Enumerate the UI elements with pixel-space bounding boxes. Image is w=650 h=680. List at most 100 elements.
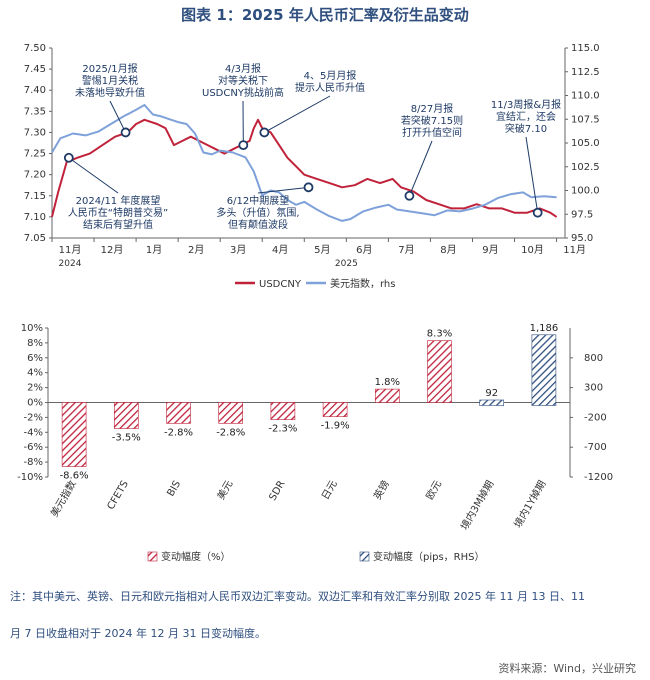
year-label: 2025	[335, 259, 358, 269]
category-label: 美元	[214, 478, 235, 502]
y-tick-label-left: 7.50	[24, 43, 46, 54]
annotation-text: 6/12中期展望	[227, 194, 289, 207]
annotation-leader	[109, 100, 127, 133]
x-tick-label: 2月	[188, 244, 204, 256]
annotation-text: 人民币在“特朗普交易”	[68, 206, 168, 219]
legend-pips-label: 变动幅度（pips，RHS）	[373, 550, 485, 563]
annotation-marker	[532, 207, 543, 218]
x-tick-label: 12月	[101, 244, 124, 256]
y-tick-label-right: 110.0	[571, 91, 600, 102]
annotation-text: 2024/11 年度展望	[76, 194, 161, 207]
bar-pct	[113, 402, 139, 429]
x-tick-label: 10月	[521, 244, 544, 256]
bar-pips	[479, 399, 505, 406]
y-tick-label-left: 7.15	[24, 191, 46, 202]
bar-pct-label: -8.6%	[60, 471, 89, 482]
category-label: 境内3M掉期	[458, 478, 497, 532]
annotation-marker	[63, 152, 74, 163]
bar-pct-label: -2.8%	[216, 427, 245, 438]
x-tick-label: 9月	[482, 244, 498, 256]
x-tick-label: 5月	[314, 244, 330, 256]
annotation-text: 若突破7.15则	[401, 114, 463, 127]
source-text: 资料来源：Wind，兴业研究	[498, 662, 636, 675]
annotation-marker	[404, 190, 415, 201]
annotation-text: 11/3周报&月报	[491, 98, 561, 111]
annotation-text: 打开升值空间	[402, 126, 462, 139]
annotation-text: 未落地导致升值	[75, 86, 145, 99]
y-tick-label-right: -700	[584, 442, 607, 453]
y-tick-label-left: 2%	[27, 383, 43, 394]
y-tick-label-right: 97.5	[571, 209, 593, 220]
bar-pct	[218, 402, 244, 424]
annotation-text: USDCNY挑战前高	[202, 86, 284, 99]
category-label: BIS	[165, 479, 183, 499]
legend-pips-swatch	[359, 551, 370, 562]
y-tick-label-right: -200	[584, 412, 607, 423]
bar-pct-label: -3.5%	[112, 433, 141, 444]
annotation-leader	[68, 157, 119, 194]
annotation-text: 4、5月月报	[304, 69, 357, 82]
bar-pct	[270, 402, 296, 420]
y-tick-label-right: 800	[584, 353, 603, 364]
annotation-text: 警惕1月关税	[82, 74, 138, 87]
y-tick-label-left: -4%	[24, 427, 43, 438]
note-line-2: 月 7 日收盘相对于 2024 年 12 月 31 日变动幅度。	[10, 627, 266, 640]
annotation-text: 多头（升值）氛围,	[216, 206, 299, 219]
line-chart: 7.50 7.45 7.40 7.35 7.30 7.25 7.20 7.15 7.10 7.05…	[24, 43, 600, 290]
annotation-text: 结束后有望升值	[83, 218, 153, 231]
annotation-leader	[264, 95, 331, 133]
y-tick-label-right: 100.0	[571, 186, 600, 197]
x-tick-label: 11月	[563, 244, 586, 256]
annotation-leader	[408, 140, 433, 196]
y-tick-label-left: 0%	[27, 398, 43, 409]
bar-pct-label: -1.9%	[321, 421, 350, 432]
category-label: CFETS	[106, 479, 131, 512]
y-tick-label-left: 7.05	[24, 233, 46, 244]
bar-pct-label: -2.8%	[164, 427, 193, 438]
annotation-text: 4/3月报	[225, 62, 261, 75]
bar-pct	[166, 402, 191, 424]
bar-pct	[322, 402, 348, 417]
annotation-marker	[303, 182, 314, 193]
dxy-line	[51, 104, 557, 222]
y-tick-label-left: -6%	[24, 442, 43, 453]
x-tick-label: 1月	[146, 244, 162, 256]
y-tick-label-left: 7.25	[24, 149, 46, 160]
y-tick-label-left: 4%	[27, 368, 43, 379]
y-tick-label-right: 105.0	[571, 138, 600, 149]
category-label: SDR	[267, 479, 287, 503]
annotation-text: 8/27月报	[411, 102, 453, 115]
legend-pct-label: 变动幅度（%）	[161, 550, 231, 563]
annotation-leader	[525, 136, 539, 213]
y-tick-label-left: 7.45	[24, 64, 46, 75]
x-tick-label: 8月	[440, 244, 456, 256]
annotation-marker	[259, 127, 270, 138]
y-tick-label-right: 300	[584, 383, 603, 394]
note-line-1: 注：其中美元、英镑、日元和欧元指相对人民币双边汇率变动。双边汇率和有效汇率分别取…	[10, 590, 585, 603]
category-label: 英镑	[371, 478, 392, 502]
y-tick-label-left: 7.10	[24, 212, 46, 223]
category-label: 境内1Y掉期	[511, 478, 549, 530]
category-label: 美元指数	[47, 478, 78, 519]
x-tick-label: 7月	[398, 244, 414, 256]
legend-pct-swatch	[147, 551, 158, 562]
bar-pct	[374, 388, 400, 403]
y-tick-label-right: 102.5	[571, 162, 600, 173]
annotation-text: 宜结汇，还会	[496, 110, 556, 123]
y-tick-label-left: -8%	[24, 457, 43, 468]
y-tick-label-left: -10%	[17, 472, 43, 483]
y-tick-label-left: 7.35	[24, 106, 46, 117]
y-tick-label-right: 115.0	[571, 43, 600, 54]
x-tick-label: 11月	[59, 244, 82, 256]
y-tick-label-right: 107.5	[571, 114, 600, 125]
y-tick-label-right: -1200	[584, 472, 613, 483]
annotation-text: 突破7.10	[505, 122, 547, 135]
annotation-text: 对等关税下	[218, 74, 268, 87]
bar-pips-label: 92	[485, 388, 498, 399]
legend-dxy-label: 美元指数，rhs	[330, 277, 395, 290]
